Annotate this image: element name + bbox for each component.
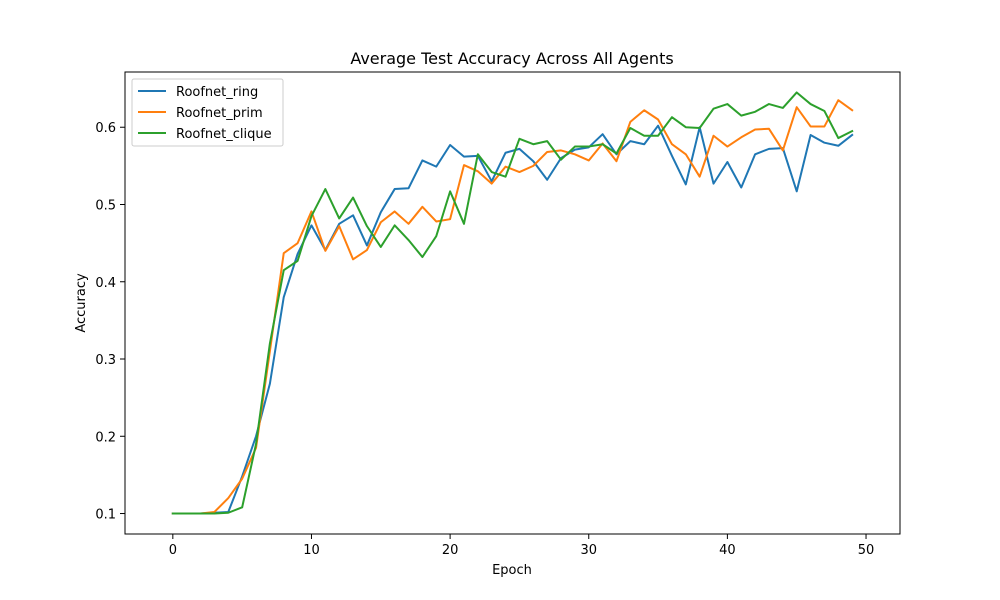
y-tick-label: 0.2 <box>95 430 116 445</box>
series-line-Roofnet_clique <box>171 91 854 515</box>
chart-title: Average Test Accuracy Across All Agents <box>350 49 673 68</box>
y-tick-label: 0.5 <box>95 198 116 213</box>
y-tick-label: 0.1 <box>95 508 116 523</box>
series-line-Roofnet_prim <box>171 99 854 515</box>
y-axis: 0.1 0.2 0.3 0.4 0.5 0.6 <box>95 121 125 523</box>
x-axis: 0 10 20 30 40 50 <box>169 534 875 558</box>
legend-label: Roofnet_ring <box>176 85 258 100</box>
x-tick-label: 0 <box>169 543 177 558</box>
x-tick-label: 40 <box>719 543 736 558</box>
y-tick-label: 0.3 <box>95 353 116 368</box>
x-tick-label: 10 <box>303 543 320 558</box>
legend: Roofnet_ring Roofnet_prim Roofnet_clique <box>131 78 284 147</box>
plot-frame <box>124 71 901 535</box>
y-tick-label: 0.4 <box>95 276 116 291</box>
legend-label: Roofnet_prim <box>176 106 263 121</box>
x-tick-label: 30 <box>580 543 597 558</box>
plot-area <box>171 91 854 515</box>
y-axis-title: Accuracy <box>74 273 89 333</box>
legend-box <box>131 78 284 147</box>
series-line-Roofnet_ring <box>171 124 854 515</box>
x-tick-label: 50 <box>858 543 875 558</box>
x-axis-title: Epoch <box>492 563 532 578</box>
x-tick-label: 20 <box>442 543 459 558</box>
legend-label: Roofnet_clique <box>176 127 272 142</box>
y-tick-label: 0.6 <box>95 121 116 136</box>
